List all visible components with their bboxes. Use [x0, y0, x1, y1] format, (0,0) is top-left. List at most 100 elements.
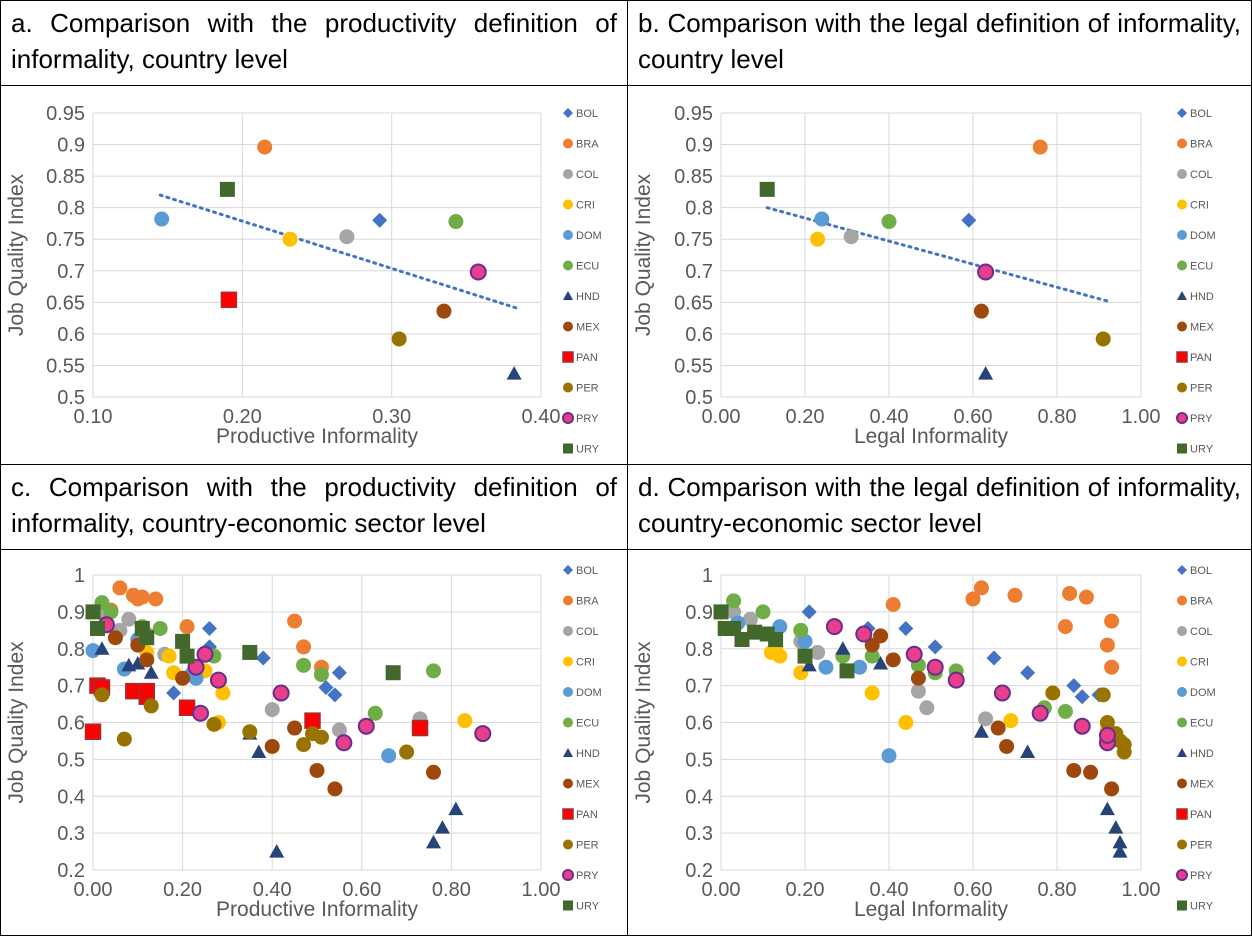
point-pry [272, 684, 290, 702]
legend-label-dom: DOM [576, 230, 602, 242]
legend-label-hnd: HND [1190, 291, 1214, 303]
point-col [264, 702, 280, 718]
legend-label-cri: CRI [1190, 657, 1209, 669]
legend-marker-per [563, 839, 573, 850]
point-ecu [864, 648, 880, 664]
panel-c-chart-cell: 0.2 0.3 0.4 0.5 0.6 0.7 0.8 0.9 1 0.00 0.20 0.40 0.6… [0, 549, 628, 936]
legend-label-dom: DOM [576, 687, 602, 699]
legend-marker-ury [1177, 900, 1187, 911]
point-hnd [269, 844, 285, 858]
point-hnd [251, 744, 267, 758]
legend-marker-col [1177, 626, 1187, 636]
point-pry [1098, 726, 1116, 744]
point-bra [287, 613, 303, 629]
point-per [296, 737, 312, 753]
x-tick-label: 0.80 [1038, 406, 1077, 428]
point-bra [179, 619, 195, 635]
point-hnd [801, 657, 817, 672]
gridlines [720, 112, 1142, 398]
point-mex [139, 652, 155, 668]
point-pry [1073, 717, 1091, 735]
legend-label-pry: PRY [576, 413, 599, 425]
point-per [94, 687, 110, 703]
point-mex [425, 764, 441, 780]
point-cri [457, 713, 473, 729]
point-mex [910, 670, 926, 686]
panel-a-title: a. Comparison with the productivity defi… [11, 8, 617, 74]
point-bra [1078, 589, 1094, 605]
point-cri [864, 685, 880, 701]
point-pry [469, 263, 487, 281]
legend-label-ury: URY [576, 444, 600, 456]
point-per [116, 731, 132, 747]
y-tick-label: 0.8 [685, 639, 713, 661]
y-tick-label: 0.9 [57, 602, 85, 624]
point-ury [797, 648, 813, 664]
legend-marker-ury [563, 900, 573, 911]
y-axis-title: Job Quality Index [5, 173, 28, 336]
legend-marker-per [1177, 839, 1187, 850]
x-tick-label: 0.40 [870, 406, 909, 428]
legend-marker-mex [1177, 321, 1187, 332]
point-mex [264, 738, 280, 754]
data-points [154, 139, 522, 380]
point-col [978, 711, 994, 727]
y-tick-label: 0.4 [57, 786, 85, 808]
point-col [339, 229, 355, 245]
point-mex [990, 720, 1006, 736]
legend-label-mex: MEX [1190, 779, 1215, 791]
point-ury [759, 181, 775, 197]
y-tick-label: 0.7 [685, 676, 713, 698]
legend-label-per: PER [1190, 840, 1213, 852]
point-pry [977, 263, 995, 281]
point-bra [112, 580, 128, 596]
x-tick-label: 0.10 [74, 406, 113, 428]
legend-marker-hnd [563, 748, 573, 757]
point-ecu [296, 657, 312, 673]
legend-label-mex: MEX [1190, 322, 1215, 334]
legend-marker-ecu [563, 260, 573, 271]
panel-a-chart-cell: 0.5 0.55 0.6 0.65 0.7 0.75 0.8 0.85 0.9 0.95 0.10 0… [0, 85, 628, 465]
legend-marker-bol [563, 565, 573, 575]
point-pry [474, 725, 492, 743]
x-tick-label: 0.00 [74, 879, 113, 901]
legend-label-cri: CRI [576, 657, 595, 669]
legend-label-per: PER [576, 840, 599, 852]
legend-label-ecu: ECU [576, 261, 599, 273]
gridlines [92, 112, 542, 398]
legend-marker-mex [563, 321, 573, 332]
y-tick-label: 0.9 [685, 135, 713, 157]
y-tick-label: 0.7 [57, 261, 85, 283]
point-bra [148, 591, 164, 607]
y-tick-label: 0.6 [685, 324, 713, 346]
legend-label-mex: MEX [576, 779, 601, 791]
x-axis-title: Legal Informality [854, 898, 1009, 921]
x-tick-label: 0.40 [253, 879, 292, 901]
legend-marker-bol [1177, 108, 1187, 118]
point-mex [175, 670, 191, 686]
point-bra [1104, 613, 1120, 629]
point-mex [973, 303, 989, 319]
x-tick-label: 0.80 [1038, 879, 1077, 901]
legend-label-pry: PRY [576, 870, 599, 882]
legend-label-mex: MEX [576, 322, 601, 334]
point-ecu [448, 214, 464, 230]
legend-marker-bra [563, 138, 573, 149]
x-tick-label: 0.20 [223, 406, 262, 428]
legend-marker-ecu [1177, 260, 1187, 271]
y-tick-label: 0.65 [46, 292, 85, 314]
point-pry [905, 645, 923, 663]
y-tick-label: 0.3 [685, 823, 713, 845]
point-hnd [835, 641, 851, 655]
y-tick-label: 0.9 [685, 602, 713, 624]
point-bra [1062, 585, 1078, 601]
point-bra [1032, 139, 1048, 155]
point-mex [309, 762, 325, 778]
x-tick-label: 0.20 [786, 406, 825, 428]
legend-label-ury: URY [1190, 444, 1214, 456]
point-bra [1007, 587, 1023, 603]
point-bra [973, 580, 989, 596]
point-cri [810, 231, 826, 247]
point-pan [304, 712, 321, 729]
